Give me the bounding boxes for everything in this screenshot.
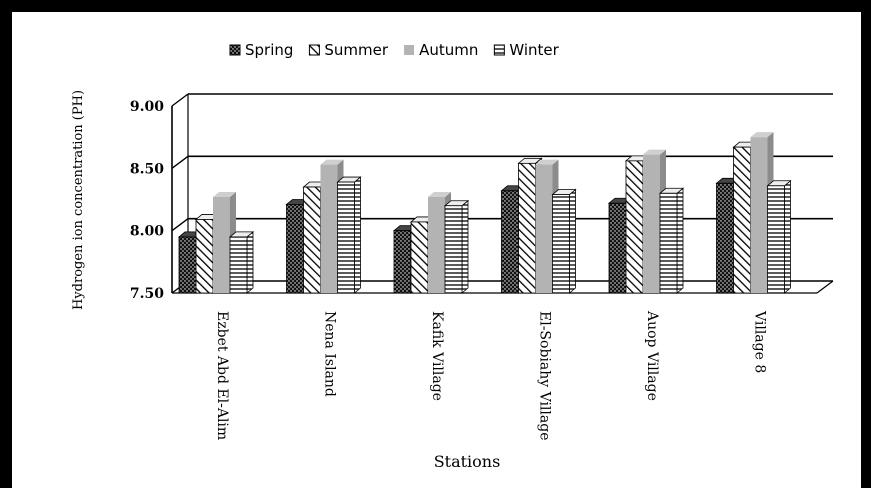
y-tick-label-1: 8.00 [130, 224, 164, 240]
bar-autumn-1 [320, 164, 338, 293]
legend-label-summer: Summer [324, 41, 388, 59]
legend-swatch-summer [308, 44, 320, 56]
bar-autumn-0 [213, 197, 230, 293]
y-axis-title: Hydrogen ion concentration (PH) [71, 90, 86, 310]
bar-side-3-4 [676, 187, 684, 294]
bar-summer-4 [625, 160, 644, 294]
x-category-label-4: Auop Village [644, 310, 660, 401]
bar-autumn-5 [750, 137, 768, 293]
bar-spring-4 [608, 202, 627, 294]
gridline-depth-1 [171, 218, 189, 232]
legend-swatch-autumn [404, 45, 415, 55]
bar-winter-4 [659, 192, 678, 294]
bar-spring-2 [393, 230, 412, 294]
legend-label-winter: Winter [509, 41, 559, 59]
x-axis-title: Stations [434, 452, 501, 471]
bar-winter-2 [444, 205, 463, 294]
legend-swatch-winter [493, 44, 505, 56]
bar-spring-1 [286, 204, 304, 294]
legend-swatch-spring [229, 44, 241, 56]
bar-winter-1 [337, 181, 355, 294]
floor-right-edge [816, 280, 834, 294]
bar-autumn-3 [535, 164, 553, 293]
bar-summer-0 [195, 219, 214, 294]
x-category-label-5: Village 8 [752, 310, 768, 373]
bar-winter-5 [767, 185, 785, 294]
x-category-label-1: Nena Island [322, 311, 338, 397]
bar-summer-3 [518, 162, 536, 294]
y-tick-label-2: 8.50 [130, 161, 164, 177]
bar-side-3-2 [461, 199, 469, 294]
bar-top-2-3 [535, 159, 559, 165]
bar-top-2-1 [320, 159, 344, 165]
legend-label-spring: Spring [245, 41, 293, 59]
bar-side-3-5 [784, 179, 791, 294]
bar-top-2-5 [750, 132, 774, 138]
bar-top-2-4 [643, 149, 666, 155]
x-category-label-3: El-Sobiahy Village [537, 311, 553, 441]
bar-side-3-3 [569, 188, 576, 294]
bar-side-3-0 [246, 231, 254, 294]
bar-spring-3 [501, 190, 519, 294]
bar-winter-3 [552, 194, 570, 294]
gridline-depth-2 [171, 155, 189, 169]
bar-winter-0 [229, 236, 248, 294]
bar-side-3-1 [354, 176, 361, 294]
x-category-label-0: Ezbet Abd El-Alim [214, 311, 230, 440]
x-category-label-2: Kafik Village [429, 311, 445, 401]
bar-summer-1 [303, 186, 321, 294]
y-tick-label-0: 7.50 [130, 286, 164, 302]
bar-top-2-0 [213, 192, 236, 198]
bar-spring-0 [178, 236, 197, 294]
bar-summer-5 [733, 146, 751, 294]
bar-spring-5 [716, 182, 734, 294]
legend-label-autumn: Autumn [419, 41, 478, 59]
y-tick-label-3: 9.00 [130, 99, 164, 115]
chart-frame: 7.50 8.00 8.50 9.00 Hydrogen ion concentrati… [12, 12, 861, 488]
bar-summer-2 [410, 221, 429, 294]
bar-top-2-2 [428, 192, 451, 198]
bar-autumn-4 [643, 154, 660, 293]
bar-autumn-2 [428, 197, 445, 293]
bar-chart: 7.50 8.00 8.50 9.00 Hydrogen ion concentrati… [71, 41, 834, 471]
gridline-depth-3 [171, 93, 189, 107]
